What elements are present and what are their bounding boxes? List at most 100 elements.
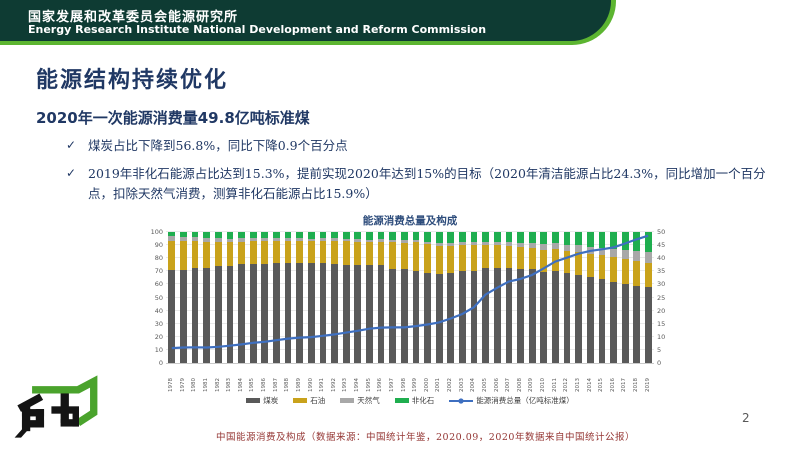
logo-green-box xyxy=(32,375,98,426)
bar-slot xyxy=(480,232,492,363)
x-slot: 1991 xyxy=(317,365,329,392)
segment-coal xyxy=(249,263,257,363)
segment-coal xyxy=(377,265,385,363)
x-slot: 1999 xyxy=(410,365,422,392)
segment-nonfossil xyxy=(540,232,548,245)
x-slot: 1983 xyxy=(224,365,236,392)
stacked-bar xyxy=(633,232,641,363)
segment-coal xyxy=(493,268,501,363)
chart-title: 能源消费总量及构成 xyxy=(362,215,458,227)
year-label: 1982 xyxy=(214,378,221,392)
x-slot: 1998 xyxy=(399,365,411,392)
x-slot: 2010 xyxy=(538,365,550,392)
segment-oil xyxy=(354,241,362,265)
year-label: 1996 xyxy=(377,378,384,392)
legend-swatch xyxy=(246,398,261,403)
segment-nonfossil xyxy=(482,232,490,242)
y-tick-left: 30 xyxy=(154,319,163,328)
bar-slot xyxy=(619,232,631,363)
legend-item: 天然气 xyxy=(340,395,380,406)
x-slot: 1992 xyxy=(329,365,341,392)
x-slot: 1986 xyxy=(259,365,271,392)
segment-coal xyxy=(168,270,176,363)
year-label: 1987 xyxy=(272,378,279,392)
bar-slot xyxy=(282,232,294,363)
y-tick-left: 60 xyxy=(154,280,163,289)
year-label: 2008 xyxy=(516,378,523,392)
bar-slot xyxy=(340,232,352,363)
segment-coal xyxy=(505,268,513,363)
header-banner-inner: 国家发展和改革委员会能源研究所 Energy Research Institut… xyxy=(0,0,611,41)
y-tick-right: 0 xyxy=(657,359,662,367)
segment-coal xyxy=(180,269,187,363)
stacked-bar xyxy=(424,232,431,363)
segment-coal xyxy=(412,270,420,363)
segment-oil xyxy=(261,241,269,264)
y-tick-right: 35 xyxy=(657,267,666,276)
segment-coal xyxy=(633,285,641,363)
stacked-bar xyxy=(366,232,373,363)
bar-slot xyxy=(178,232,190,363)
x-slot: 1994 xyxy=(352,365,364,392)
x-slot: 2006 xyxy=(492,365,504,392)
x-slot: 2016 xyxy=(608,365,620,392)
segment-oil xyxy=(435,246,443,274)
year-label: 1988 xyxy=(284,378,291,392)
segment-coal xyxy=(459,271,466,363)
segment-oil xyxy=(459,244,466,272)
bar-slot xyxy=(422,232,434,363)
year-label: 2009 xyxy=(528,378,535,392)
year-label: 1979 xyxy=(179,378,186,392)
y-tick-right: 40 xyxy=(657,254,666,263)
x-slot: 2007 xyxy=(503,365,515,392)
segment-oil xyxy=(645,262,652,288)
segment-coal xyxy=(319,263,327,363)
segment-nonfossil xyxy=(354,232,362,240)
stacked-bar xyxy=(528,232,536,363)
segment-nonfossil xyxy=(575,232,583,246)
x-slot: 1997 xyxy=(387,365,399,392)
stacked-bar xyxy=(261,232,269,363)
bullet-text: 2019年非化石能源占比达到15.3%，提前实现2020年达到15%的目标（20… xyxy=(88,166,766,201)
year-label: 2016 xyxy=(609,378,616,392)
bar-slot xyxy=(538,232,550,363)
segment-coal xyxy=(191,268,199,363)
x-slot: 2002 xyxy=(445,365,457,392)
bar-slot xyxy=(585,232,597,363)
year-label: 1994 xyxy=(354,378,361,392)
stacked-bar xyxy=(435,232,443,363)
segment-oil xyxy=(238,241,245,265)
gridline xyxy=(166,231,654,232)
segment-coal xyxy=(226,265,234,363)
bar-slot xyxy=(224,232,236,363)
segment-nonfossil xyxy=(586,232,594,247)
segment-oil xyxy=(505,245,513,269)
segment-nonfossil xyxy=(400,232,408,241)
y-tick-right: 5 xyxy=(657,345,662,354)
y-tick-left: 20 xyxy=(154,332,163,341)
stacked-bar xyxy=(203,232,211,363)
segment-nonfossil xyxy=(598,232,606,248)
stacked-bar xyxy=(319,232,327,363)
bar-slot xyxy=(271,232,283,363)
bar-slot xyxy=(608,232,620,363)
bar-slot xyxy=(306,232,318,363)
plot-area xyxy=(166,231,654,364)
x-slot: 1981 xyxy=(201,365,213,392)
y-tick-left: 40 xyxy=(154,306,163,315)
segment-oil xyxy=(482,244,490,269)
bar-slot xyxy=(317,232,329,363)
bar-slot xyxy=(294,232,306,363)
segment-oil xyxy=(331,240,338,264)
y-tick-right: 15 xyxy=(657,319,666,328)
segment-nonfossil xyxy=(389,232,397,241)
stacked-bar xyxy=(598,232,606,363)
stacked-bar xyxy=(586,232,594,363)
segment-nonfossil xyxy=(342,232,350,239)
stacked-bar xyxy=(307,232,315,363)
segment-oil xyxy=(191,241,199,269)
year-label: 1978 xyxy=(168,378,175,392)
bar-slot xyxy=(631,232,643,363)
bar-slot xyxy=(526,232,538,363)
stacked-bar xyxy=(191,232,199,363)
